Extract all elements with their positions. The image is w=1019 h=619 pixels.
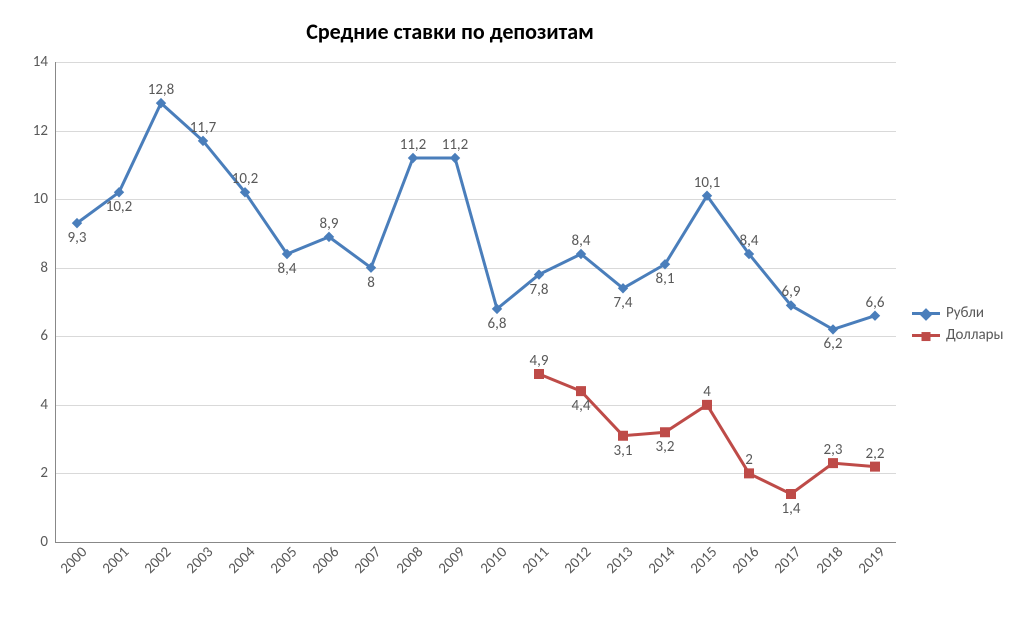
x-tick-label: 2013 xyxy=(603,543,637,577)
data-label: 4,9 xyxy=(530,352,549,370)
chart-title: Средние ставки по депозитам xyxy=(0,18,900,45)
x-tick-label: 2018 xyxy=(813,543,847,577)
x-tick-label: 2008 xyxy=(393,543,427,577)
legend-item: Рубли xyxy=(912,304,1004,322)
y-tick-label: 12 xyxy=(33,122,56,140)
series-marker xyxy=(745,469,754,478)
series-marker xyxy=(535,370,544,379)
legend-item: Доллары xyxy=(912,326,1004,344)
x-tick-label: 2012 xyxy=(561,543,595,577)
y-tick-label: 14 xyxy=(33,53,56,71)
series-marker xyxy=(619,431,628,440)
series-marker xyxy=(829,459,838,468)
x-tick-label: 2006 xyxy=(309,543,343,577)
x-tick-label: 2005 xyxy=(267,543,301,577)
x-tick-label: 2002 xyxy=(141,543,175,577)
x-tick-label: 2017 xyxy=(771,543,805,577)
series-marker xyxy=(787,490,796,499)
square-icon xyxy=(922,332,931,341)
legend-label: Доллары xyxy=(946,326,1004,344)
data-label: 4,4 xyxy=(572,397,591,415)
legend-swatch xyxy=(912,334,940,337)
x-tick-label: 2011 xyxy=(519,543,553,577)
data-label: 2,3 xyxy=(824,441,843,459)
y-tick-label: 2 xyxy=(40,464,56,482)
diamond-icon xyxy=(920,308,933,321)
data-label: 4 xyxy=(703,383,711,401)
y-tick-label: 0 xyxy=(40,533,56,551)
data-label: 2,2 xyxy=(866,445,885,463)
series-marker xyxy=(661,428,670,437)
chart-container: Средние ставки по депозитам 0 2 4 6 8 10 12 14 2… xyxy=(0,0,1019,619)
series-marker xyxy=(871,462,880,471)
x-tick-label: 2007 xyxy=(351,543,385,577)
x-tick-label: 2016 xyxy=(729,543,763,577)
y-tick-label: 10 xyxy=(33,190,56,208)
legend-label: Рубли xyxy=(946,304,984,322)
y-tick-label: 8 xyxy=(40,259,56,277)
x-tick-label: 2003 xyxy=(183,543,217,577)
x-tick-label: 2014 xyxy=(645,543,679,577)
x-tick-label: 2015 xyxy=(687,543,721,577)
y-tick-label: 4 xyxy=(40,396,56,414)
x-tick-label: 2010 xyxy=(477,543,511,577)
data-label: 1,4 xyxy=(782,500,801,518)
legend-swatch xyxy=(912,312,940,315)
legend: Рубли Доллары xyxy=(912,300,1004,348)
x-tick-label: 2001 xyxy=(99,543,133,577)
series-Доллары xyxy=(56,62,896,542)
data-label: 3,1 xyxy=(614,442,633,460)
series-marker xyxy=(703,400,712,409)
data-label: 3,2 xyxy=(656,438,675,456)
y-tick-label: 6 xyxy=(40,327,56,345)
x-tick-label: 2000 xyxy=(57,543,91,577)
data-label: 2 xyxy=(745,451,753,469)
x-tick-label: 2009 xyxy=(435,543,469,577)
series-marker xyxy=(577,387,586,396)
plot-area: 0246810121420002001200220032004200520062… xyxy=(55,62,896,543)
x-tick-label: 2004 xyxy=(225,543,259,577)
x-tick-label: 2019 xyxy=(855,543,889,577)
